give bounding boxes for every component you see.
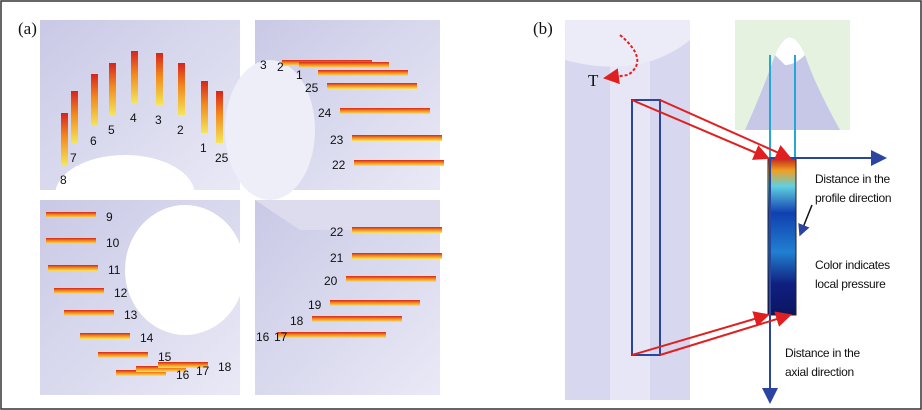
tooth-label: 14: [140, 331, 153, 345]
tooth: [330, 300, 420, 306]
tooth: [46, 238, 96, 244]
tooth-label: 18: [218, 360, 231, 374]
tooth-label: 11: [108, 263, 120, 277]
tooth: [318, 70, 408, 76]
tooth: [109, 63, 116, 115]
tooth: [216, 91, 223, 143]
tooth-label: 23: [330, 133, 343, 147]
panel-label: (a): [18, 22, 37, 36]
figure: (a) (b) T Distance in the profile direct…: [0, 0, 922, 410]
tooth-label: 8: [60, 173, 67, 187]
tooth: [91, 74, 98, 126]
tooth: [98, 352, 148, 358]
tooth-label: 6: [90, 134, 97, 148]
tooth-label: 20: [324, 274, 337, 288]
tooth-label: 16: [256, 330, 269, 344]
annotation: Color indicates local pressure: [815, 256, 915, 294]
tooth-label: 9: [106, 210, 113, 224]
tooth-label: 17: [196, 364, 209, 378]
tooth-label: 2: [277, 60, 284, 74]
tooth: [352, 227, 442, 233]
tooth: [352, 253, 442, 259]
tooth-label: 3: [155, 113, 162, 127]
tooth: [80, 333, 130, 339]
annotation: Distance in the profile direction: [815, 170, 920, 208]
torque-label: T: [588, 74, 598, 88]
tooth: [156, 53, 163, 105]
tooth-label: 12: [114, 286, 127, 300]
tooth-label: 15: [158, 350, 171, 364]
tooth: [178, 63, 185, 115]
tooth-label: 10: [106, 236, 119, 250]
tooth-label: 13: [124, 308, 137, 322]
tooth-label: 1: [296, 68, 303, 82]
tooth-label: 22: [330, 225, 343, 239]
tooth-label: 2: [177, 123, 184, 137]
tooth-label: 16: [176, 368, 189, 382]
tooth-label: 25: [215, 151, 228, 165]
figure-graphics: [0, 0, 922, 410]
annotation: Distance in the axial direction: [785, 344, 885, 382]
tooth: [354, 160, 444, 166]
tooth: [278, 332, 368, 338]
tooth: [346, 276, 436, 282]
tooth: [54, 288, 104, 294]
tooth-label: 25: [305, 81, 318, 95]
tooth: [64, 310, 114, 316]
tooth: [201, 81, 208, 133]
tooth-label: 4: [130, 111, 137, 125]
tooth: [299, 62, 389, 68]
tooth-label: 21: [330, 251, 343, 265]
tooth-label: 17: [274, 330, 287, 344]
tooth-label: 1: [200, 141, 207, 155]
tooth: [131, 51, 138, 103]
tooth: [327, 83, 417, 89]
tooth: [71, 91, 78, 143]
tooth-label: 22: [332, 158, 345, 172]
tooth-label: 18: [290, 314, 303, 328]
tooth: [48, 265, 98, 271]
tooth-label: 5: [108, 123, 115, 137]
tooth: [61, 113, 68, 165]
tooth-label: 7: [70, 151, 77, 165]
tooth: [46, 212, 96, 218]
tooth: [340, 108, 430, 114]
tooth: [312, 316, 402, 322]
tooth: [352, 135, 442, 141]
tooth-label: 24: [318, 106, 331, 120]
tooth-label: 3: [260, 58, 267, 72]
panel-label: (b): [533, 22, 553, 36]
tooth-label: 19: [308, 298, 321, 312]
